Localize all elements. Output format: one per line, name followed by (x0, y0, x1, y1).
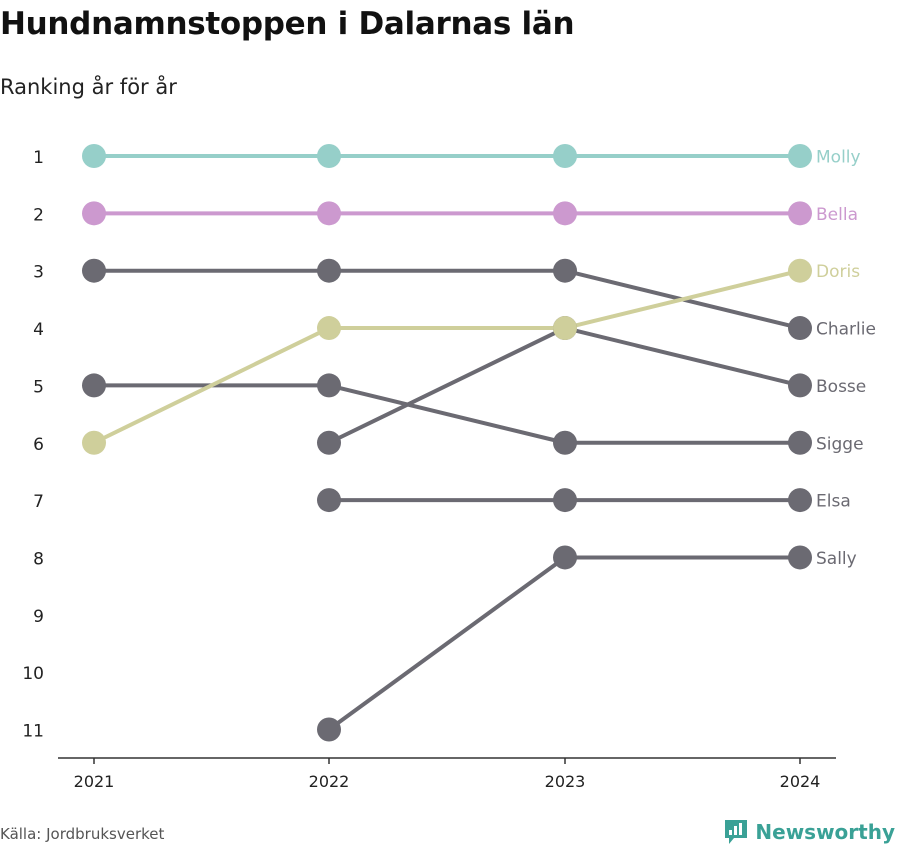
x-tick-label: 2024 (780, 772, 821, 791)
series-label-charlie: Charlie (816, 320, 876, 340)
data-point-elsa[interactable] (317, 488, 341, 513)
source-note: Källa: Jordbruksverket (0, 825, 165, 843)
chart-title: Hundnamnstoppen i Dalarnas län (0, 6, 575, 42)
data-point-molly[interactable] (317, 144, 341, 168)
series-lines (92, 154, 802, 732)
series-label-molly: Molly (816, 148, 861, 168)
data-point-bosse[interactable] (317, 430, 341, 455)
series-label-bosse: Bosse (816, 377, 866, 397)
chart-subtitle: Ranking år för år (0, 75, 177, 99)
data-point-bella[interactable] (82, 201, 106, 226)
data-point-elsa[interactable] (788, 488, 812, 513)
data-point-bella[interactable] (317, 201, 341, 226)
y-tick-label: 10 (22, 664, 44, 684)
data-point-doris[interactable] (317, 316, 341, 341)
series-line-sigge (327, 383, 567, 445)
series-line-bosse (563, 326, 802, 388)
axes: 1 2 3 4 5 6 7 8 9 10 11 2021 2022 2023 2024 (22, 148, 836, 791)
data-point-bella[interactable] (788, 201, 812, 226)
y-tick-label: 5 (33, 377, 44, 397)
series-line-bosse (327, 326, 567, 445)
data-point-doris[interactable] (553, 316, 577, 341)
y-tick-label: 8 (33, 549, 44, 569)
data-point-molly[interactable] (553, 144, 577, 168)
data-point-sigge[interactable] (317, 373, 341, 398)
x-tick-label: 2022 (309, 772, 350, 791)
data-point-sally[interactable] (788, 545, 812, 570)
series-labels: Molly Bella Doris Charlie Bosse Sigge Elsa Sall… (816, 148, 876, 569)
y-tick-label: 2 (33, 205, 44, 225)
data-point-sally[interactable] (553, 545, 577, 570)
data-point-molly[interactable] (82, 144, 106, 168)
y-tick-label: 9 (33, 607, 44, 627)
data-point-molly[interactable] (788, 144, 812, 168)
y-tick-label: 4 (33, 320, 44, 340)
data-point-sigge[interactable] (553, 430, 577, 455)
data-point-sigge[interactable] (82, 373, 106, 398)
data-point-charlie[interactable] (788, 316, 812, 341)
data-point-charlie[interactable] (317, 258, 341, 283)
series-line-doris (563, 268, 802, 331)
y-tick-label: 6 (33, 435, 44, 455)
series-label-sigge: Sigge (816, 434, 864, 454)
series-label-doris: Doris (816, 262, 860, 282)
data-point-bosse[interactable] (788, 373, 812, 398)
data-point-doris[interactable] (82, 430, 106, 455)
y-tick-label: 3 (33, 263, 44, 283)
y-tick-label: 1 (33, 148, 44, 168)
brand-logo[interactable]: Newsworthy (723, 818, 895, 846)
newsworthy-logo-icon (725, 820, 748, 844)
x-tick-label: 2023 (545, 772, 586, 791)
data-point-doris[interactable] (788, 258, 812, 283)
series-label-bella: Bella (816, 205, 858, 225)
data-point-charlie[interactable] (553, 258, 577, 283)
data-point-sigge[interactable] (788, 430, 812, 455)
series-label-sally: Sally (816, 549, 857, 569)
y-tick-label: 7 (33, 492, 44, 512)
data-point-sally[interactable] (317, 717, 341, 742)
data-point-charlie[interactable] (82, 258, 106, 283)
x-tick-label: 2021 (74, 772, 115, 791)
y-tick-label: 11 (22, 722, 44, 742)
data-point-bella[interactable] (553, 201, 577, 226)
series-line-sally (327, 555, 567, 732)
series-label-elsa: Elsa (816, 492, 851, 512)
series-points (82, 144, 812, 742)
brand-name: Newsworthy (755, 820, 895, 844)
data-point-elsa[interactable] (553, 488, 577, 513)
series-line-doris (92, 326, 331, 445)
